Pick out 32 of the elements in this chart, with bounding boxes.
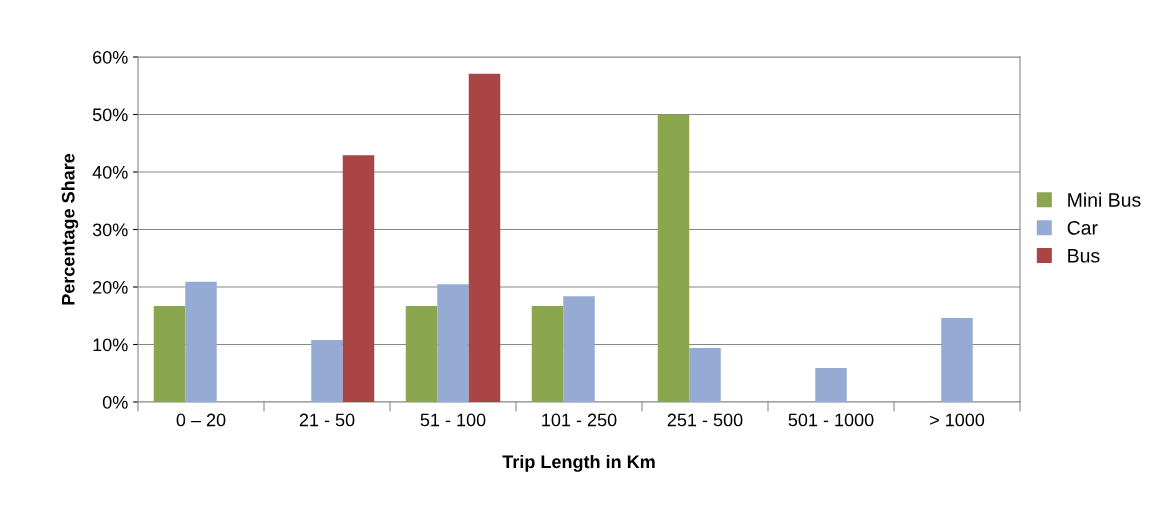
bar bbox=[342, 155, 375, 402]
bar bbox=[153, 305, 186, 402]
y-tick-label: 30% bbox=[92, 223, 128, 237]
x-tick-label: 251 - 500 bbox=[667, 413, 743, 427]
y-tick-label: 10% bbox=[93, 338, 128, 352]
bar bbox=[941, 318, 973, 402]
bar bbox=[311, 339, 343, 402]
x-tick-label: 0 – 20 bbox=[176, 413, 226, 427]
bar bbox=[689, 347, 721, 402]
legend-label: Mini Bus bbox=[1068, 192, 1141, 207]
x-tick-label: > 1000 bbox=[930, 413, 985, 427]
y-tick-label: 50% bbox=[92, 108, 128, 122]
bar bbox=[531, 305, 564, 402]
legend-label: Bus bbox=[1068, 249, 1100, 263]
bar bbox=[563, 296, 595, 402]
bar bbox=[657, 114, 690, 402]
y-tick-label: 0% bbox=[102, 395, 128, 409]
bar bbox=[185, 281, 217, 402]
legend-label: Car bbox=[1067, 220, 1098, 235]
bar bbox=[815, 368, 847, 402]
bar bbox=[405, 305, 438, 402]
y-tick-label: 40% bbox=[92, 165, 128, 179]
x-tick-label: 501 - 1000 bbox=[788, 413, 874, 427]
x-tick-label: 51 - 100 bbox=[420, 413, 486, 427]
x-axis-title: Trip Length in Km bbox=[502, 454, 655, 472]
y-tick-label: 20% bbox=[93, 280, 128, 294]
x-tick-label: 101 - 250 bbox=[542, 413, 617, 427]
y-tick-label: 60% bbox=[93, 50, 128, 64]
y-axis-title: Percentage Share bbox=[61, 153, 79, 305]
bar bbox=[437, 284, 469, 402]
x-tick-label: 21 - 50 bbox=[299, 413, 355, 427]
bar bbox=[468, 73, 501, 402]
